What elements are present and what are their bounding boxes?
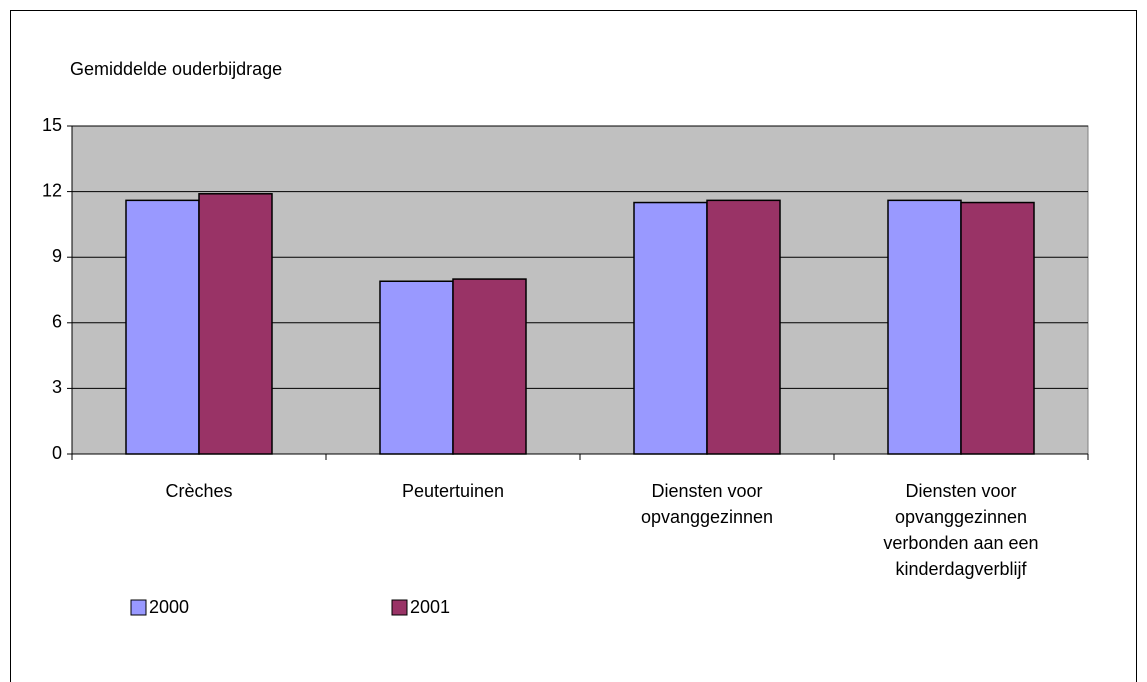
bar	[960, 201, 1035, 455]
bar	[125, 199, 200, 455]
y-tick-label: 6	[52, 312, 62, 332]
bar	[379, 280, 454, 455]
legend-label: 2001	[410, 597, 450, 617]
x-tick-label: Diensten voor opvanggezinnen verbonden aan…	[883, 481, 1038, 579]
legend-swatch	[130, 599, 147, 616]
y-tick-label: 12	[42, 180, 62, 200]
bar	[633, 201, 708, 455]
y-tick-label: 9	[52, 246, 62, 266]
chart-title: Gemiddelde ouderbijdrage	[70, 59, 282, 79]
x-tick-label: Diensten voor opvanggezinnen	[641, 481, 773, 527]
bar	[198, 193, 273, 455]
bar	[887, 199, 962, 455]
bar	[706, 199, 781, 455]
y-tick-label: 0	[52, 443, 62, 463]
y-tick-label: 3	[52, 377, 62, 397]
x-tick-label: Peutertuinen	[402, 481, 504, 501]
bar	[452, 278, 527, 455]
y-tick-label: 15	[42, 115, 62, 135]
legend-label: 2000	[149, 597, 189, 617]
x-tick-label: Crèches	[165, 481, 232, 501]
legend-swatch	[391, 599, 408, 616]
